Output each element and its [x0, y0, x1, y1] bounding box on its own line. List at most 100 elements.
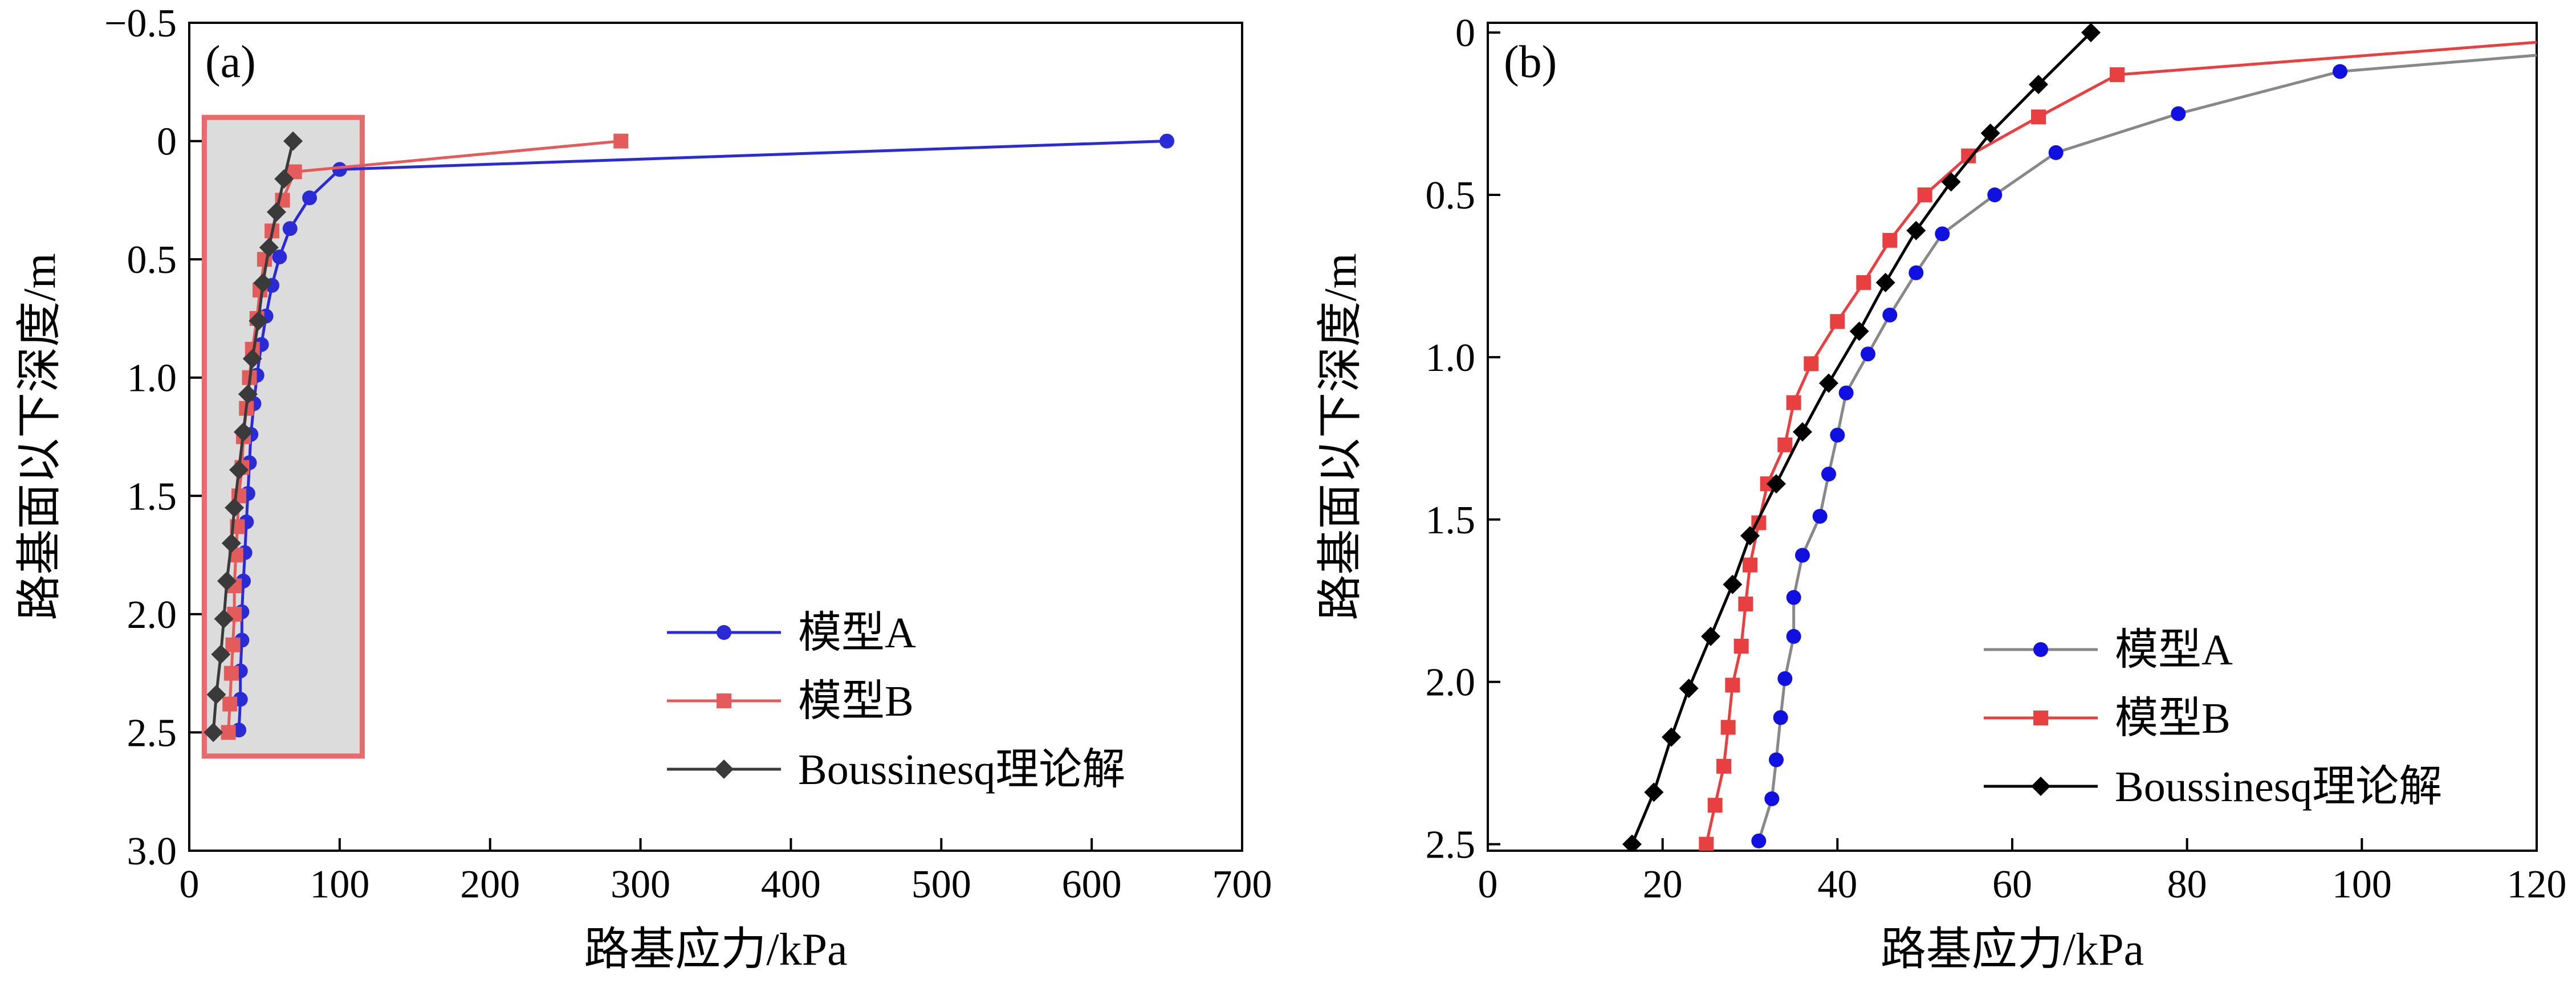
- data-point: [1935, 226, 1950, 242]
- legend-label: 模型A: [2115, 626, 2233, 674]
- x-tick-label: 200: [460, 863, 520, 907]
- legend-label: 模型A: [798, 609, 916, 657]
- data-point: [1987, 187, 2003, 202]
- panel-label: (b): [1504, 37, 1557, 87]
- data-point: [282, 221, 298, 236]
- data-point: [1720, 720, 1736, 735]
- y-axis-title: 路基面以下深度/m: [1316, 253, 1366, 620]
- data-point: [1769, 752, 1784, 768]
- series-line: [237, 140, 1167, 730]
- data-point: [1767, 474, 1786, 494]
- data-point: [1941, 172, 1961, 192]
- legend-marker: [2033, 642, 2048, 657]
- x-tick-label: 40: [1817, 863, 1857, 907]
- data-point: [1793, 422, 1812, 442]
- data-point: [222, 696, 238, 712]
- data-point: [1716, 758, 1731, 774]
- data-point: [1773, 710, 1788, 725]
- data-point: [249, 311, 268, 331]
- plot-frame: [188, 22, 1243, 852]
- data-point: [1159, 133, 1175, 149]
- y-tick-label: 2.0: [127, 593, 177, 637]
- y-tick-label: 0: [1455, 11, 1475, 55]
- y-tick-label: 0.5: [1426, 174, 1476, 218]
- data-point: [1812, 509, 1828, 524]
- data-point: [1882, 307, 1898, 322]
- series-0: [231, 133, 1175, 738]
- x-tick-label: 0: [1478, 863, 1498, 907]
- data-point: [223, 666, 239, 681]
- series-2: [1622, 23, 2101, 851]
- y-tick-label: 1.5: [127, 475, 177, 519]
- data-point: [1838, 385, 1854, 401]
- x-tick-label: 600: [1062, 863, 1122, 907]
- y-tick-label: 2.0: [1426, 661, 1476, 705]
- data-point: [1917, 187, 1932, 202]
- panel-b: 0 20 40 60 80 100 120 0 0.5 1.0 1.5 2.0 2.5 路基应力/kPa 路…: [1316, 11, 2567, 975]
- x-tick-label: 0: [180, 863, 200, 907]
- y-tick-label: −0.5: [104, 2, 177, 46]
- data-point: [1743, 557, 1757, 573]
- data-point: [1980, 123, 2000, 143]
- y-tick-label: 2.5: [127, 711, 177, 755]
- legend: 模型A 模型B Boussinesq理论解: [667, 609, 1125, 794]
- series-0: [1751, 54, 2537, 848]
- x-axis-title: 路基应力/kPa: [584, 925, 847, 975]
- data-point: [253, 273, 273, 293]
- data-point: [1644, 782, 1664, 802]
- data-point: [1908, 265, 1924, 280]
- data-point: [283, 131, 303, 151]
- legend-marker: [2033, 711, 2048, 725]
- data-point: [272, 249, 287, 264]
- data-point: [1777, 437, 1793, 452]
- panel-a: 0 100 200 300 400 500 600 700 −0.5 0 0.5 1.0 1.5 2.0 2…: [15, 2, 1272, 975]
- series-2: [204, 131, 303, 742]
- series-line: [1630, 31, 2092, 845]
- data-point: [302, 190, 318, 206]
- data-point: [274, 169, 294, 189]
- data-point: [204, 722, 223, 742]
- data-point: [221, 533, 241, 553]
- legend: 模型A 模型B Boussinesq理论解: [1984, 626, 2442, 811]
- data-point: [233, 422, 253, 442]
- data-point: [2029, 75, 2048, 95]
- legend-label: 模型B: [798, 677, 914, 725]
- data-point: [225, 637, 241, 652]
- data-point: [1740, 526, 1760, 546]
- legend-label: Boussinesq理论解: [798, 746, 1125, 794]
- series-1: [1699, 40, 2537, 851]
- x-tick-label: 500: [911, 863, 971, 907]
- data-point: [211, 644, 231, 664]
- data-point: [1786, 395, 1801, 410]
- data-point: [225, 498, 245, 518]
- panel-label: (a): [205, 37, 256, 87]
- plot-frame: [1487, 22, 2538, 852]
- data-point: [1622, 834, 1642, 851]
- data-point: [1856, 275, 1871, 290]
- data-point: [1786, 628, 1801, 644]
- legend-marker: [2031, 777, 2050, 796]
- data-point: [206, 685, 226, 705]
- data-point: [1723, 574, 1743, 594]
- x-tick-label: 400: [761, 863, 821, 907]
- x-tick-label: 80: [2167, 863, 2207, 907]
- data-point: [1830, 314, 1845, 329]
- data-point: [1733, 639, 1749, 654]
- data-point: [1882, 232, 1898, 248]
- x-tick-label: 700: [1212, 863, 1272, 907]
- data-point: [1701, 626, 1720, 646]
- y-tick-label: 1.0: [1426, 336, 1476, 380]
- legend-label: 模型B: [2115, 695, 2231, 742]
- data-point: [1699, 836, 1714, 851]
- data-point: [1830, 427, 1845, 443]
- data-point: [259, 238, 279, 258]
- data-point: [217, 571, 237, 591]
- data-point: [2333, 64, 2347, 79]
- legend-marker: [717, 693, 731, 708]
- x-tick-label: 20: [1643, 863, 1683, 907]
- data-point: [1861, 346, 1875, 362]
- data-point: [1875, 272, 1895, 292]
- data-point: [1819, 373, 1838, 393]
- data-point: [1738, 596, 1753, 611]
